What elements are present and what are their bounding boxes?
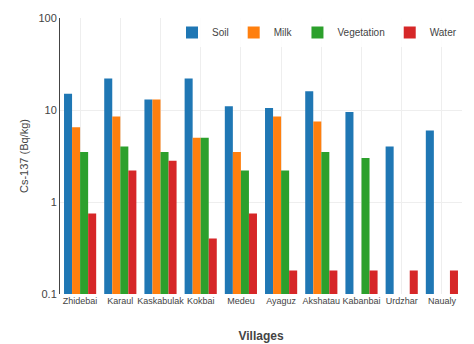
svg-text:Water: Water: [430, 27, 457, 38]
svg-text:Urdzhar: Urdzhar: [386, 296, 418, 306]
svg-text:Medeu: Medeu: [227, 296, 255, 306]
svg-text:100: 100: [38, 12, 56, 24]
svg-text:Villages: Villages: [238, 329, 283, 343]
svg-text:10: 10: [45, 104, 57, 116]
svg-text:Zhidebai: Zhidebai: [63, 296, 98, 306]
svg-text:Ayaguz: Ayaguz: [266, 296, 296, 306]
svg-text:Kaskabulak: Kaskabulak: [137, 296, 184, 306]
svg-text:Akshatau: Akshatau: [303, 296, 341, 306]
svg-text:Cs-137 (Bq/kg): Cs-137 (Bq/kg): [18, 119, 30, 193]
svg-text:1: 1: [51, 196, 57, 208]
svg-text:Milk: Milk: [274, 27, 293, 38]
svg-text:Soil: Soil: [212, 27, 229, 38]
svg-text:Karaul: Karaul: [107, 296, 133, 306]
svg-text:Kabanbai: Kabanbai: [342, 296, 380, 306]
svg-text:Naualy: Naualy: [428, 296, 457, 306]
svg-text:0.1: 0.1: [42, 288, 57, 300]
svg-text:Kokbai: Kokbai: [187, 296, 215, 306]
svg-text:Vegetation: Vegetation: [337, 27, 384, 38]
